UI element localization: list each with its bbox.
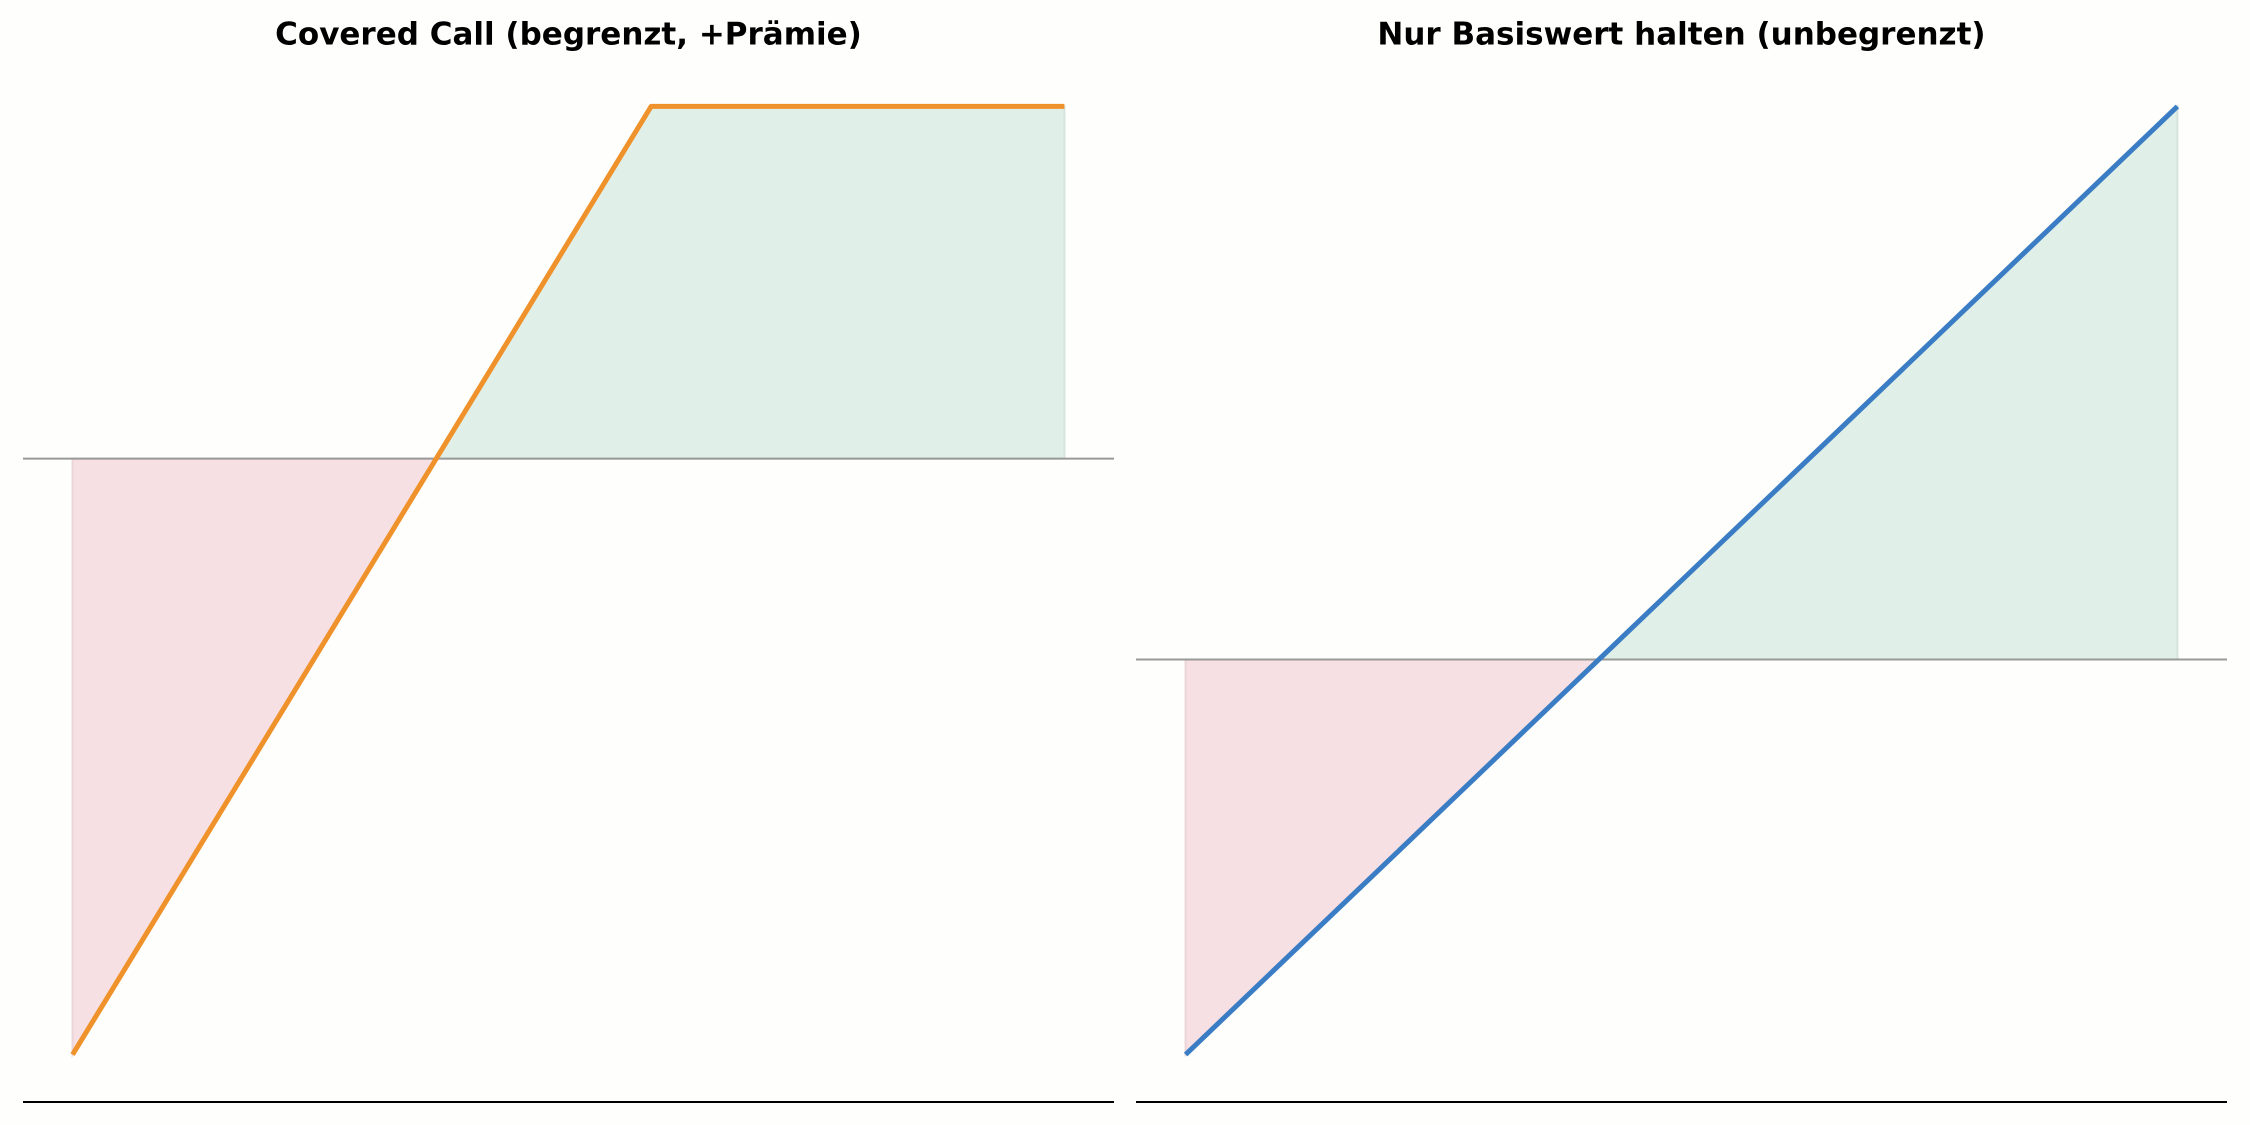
payoff-line (70, 103, 1065, 1056)
chart-panel: Nur Basiswert halten (unbegrenzt) (1136, 17, 2227, 1103)
area-edge (71, 458, 1066, 1059)
profit-area (436, 106, 1065, 459)
chart-panel: Covered Call (begrenzt, +Prämie) (23, 17, 1114, 1103)
payoff-line (1183, 104, 2180, 1057)
chart-title: Covered Call (begrenzt, +Prämie) (275, 17, 862, 53)
area-edge (1184, 659, 2179, 1057)
chart-title: Nur Basiswert halten (unbegrenzt) (1377, 17, 1985, 53)
profit-area (72, 458, 1065, 1055)
profit-area (1185, 106, 2178, 660)
